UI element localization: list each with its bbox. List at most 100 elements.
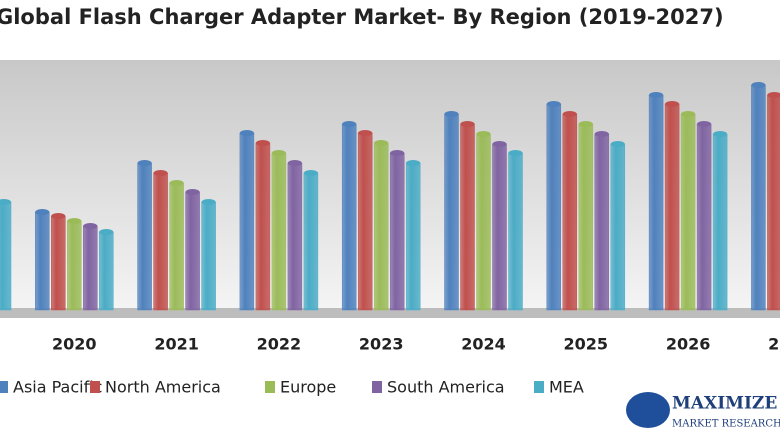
bar: [271, 152, 287, 311]
legend-swatch: [372, 381, 382, 393]
bar-cap: [303, 170, 318, 176]
bar-cap: [83, 223, 98, 229]
logo-subtext: MARKET RESEARCH: [672, 419, 780, 430]
bar: [460, 123, 475, 311]
bar-cap: [444, 111, 459, 117]
bar: [137, 162, 152, 311]
bar: [610, 143, 626, 311]
bar-cap: [681, 111, 696, 117]
x-tick-label: 2023: [359, 335, 404, 354]
bar-cap: [0, 199, 11, 205]
bar-cap: [508, 150, 523, 156]
bar: [389, 152, 405, 311]
bar-cap: [751, 82, 766, 88]
bar: [476, 133, 491, 311]
legend-label: Europe: [280, 378, 336, 397]
logo-globe: [626, 392, 670, 428]
bar: [303, 172, 319, 311]
bar: [664, 103, 680, 311]
bar-cap: [492, 141, 507, 147]
legend-label: Asia Pacific: [13, 378, 102, 397]
bar: [99, 231, 114, 311]
legend-swatch: [534, 381, 544, 393]
bar-cap: [578, 121, 593, 127]
legend-swatch: [265, 381, 275, 393]
bar: [508, 152, 523, 311]
bar: [373, 142, 389, 311]
legend-label: MEA: [549, 378, 584, 397]
bar-cap: [767, 92, 780, 98]
bar: [492, 143, 507, 311]
bar: [341, 123, 357, 311]
bar-cap: [697, 121, 712, 127]
bar: [712, 133, 728, 311]
bar: [405, 162, 421, 311]
x-tick-label: 2022: [257, 335, 302, 354]
bar-cap: [137, 160, 152, 166]
bar: [185, 191, 200, 311]
bar-cap: [594, 131, 609, 137]
bar-cap: [287, 160, 302, 166]
bar: [83, 225, 98, 311]
x-tick-label: 2024: [461, 335, 506, 354]
bar: [696, 123, 712, 311]
bar-cap: [153, 170, 168, 176]
plot-floor: [0, 308, 780, 318]
bar-cap: [201, 199, 216, 205]
legend-label: North America: [105, 378, 221, 397]
x-tick-label: 2020: [52, 335, 97, 354]
bar: [287, 162, 303, 311]
bar-cap: [255, 140, 270, 146]
legend-label: South America: [387, 378, 505, 397]
bar-cap: [374, 140, 389, 146]
bar: [51, 215, 66, 311]
legend-swatch: [0, 381, 8, 393]
bar: [680, 113, 696, 311]
x-tick-label: 2027: [768, 335, 780, 354]
bar-cap: [185, 189, 200, 195]
bar: [201, 201, 216, 311]
bar: [67, 220, 82, 311]
bar: [357, 132, 373, 311]
x-tick-label: 2021: [154, 335, 199, 354]
bar-cap: [239, 130, 254, 136]
bar-cap: [99, 229, 114, 235]
bar-cap: [649, 92, 664, 98]
bar-cap: [67, 218, 82, 224]
bar: [648, 94, 664, 311]
bar: [0, 201, 12, 311]
bar: [546, 103, 562, 311]
bar: [751, 84, 766, 311]
bar: [767, 94, 780, 311]
bar-cap: [51, 213, 66, 219]
bar-cap: [546, 101, 561, 107]
bar-cap: [476, 131, 491, 137]
bar-cap: [342, 121, 357, 127]
bar-cap: [390, 150, 405, 156]
x-tick-label: 2025: [564, 335, 609, 354]
bar: [169, 182, 184, 311]
bar-cap: [460, 121, 475, 127]
bar: [578, 123, 594, 311]
bar-cap: [406, 160, 421, 166]
bar: [153, 172, 168, 311]
bar: [444, 113, 459, 311]
bar: [255, 142, 271, 311]
legend-swatch: [90, 381, 100, 393]
bar-cap: [358, 130, 373, 136]
bar-cap: [169, 180, 184, 186]
logo-text: MAXIMIZE: [672, 394, 777, 414]
bar: [594, 133, 610, 311]
bar-cap: [665, 101, 680, 107]
bar-cap: [713, 131, 728, 137]
bar-cap: [271, 150, 286, 156]
bar: [239, 132, 255, 311]
bar-cap: [610, 141, 625, 147]
bar: [35, 211, 50, 311]
logo: MAXIMIZE MARKET RESEARCH: [626, 392, 780, 430]
bar-cap: [35, 209, 50, 215]
chart-title: Global Flash Charger Adapter Market- By …: [0, 5, 724, 29]
x-tick-label: 2026: [666, 335, 711, 354]
bar: [562, 113, 578, 311]
